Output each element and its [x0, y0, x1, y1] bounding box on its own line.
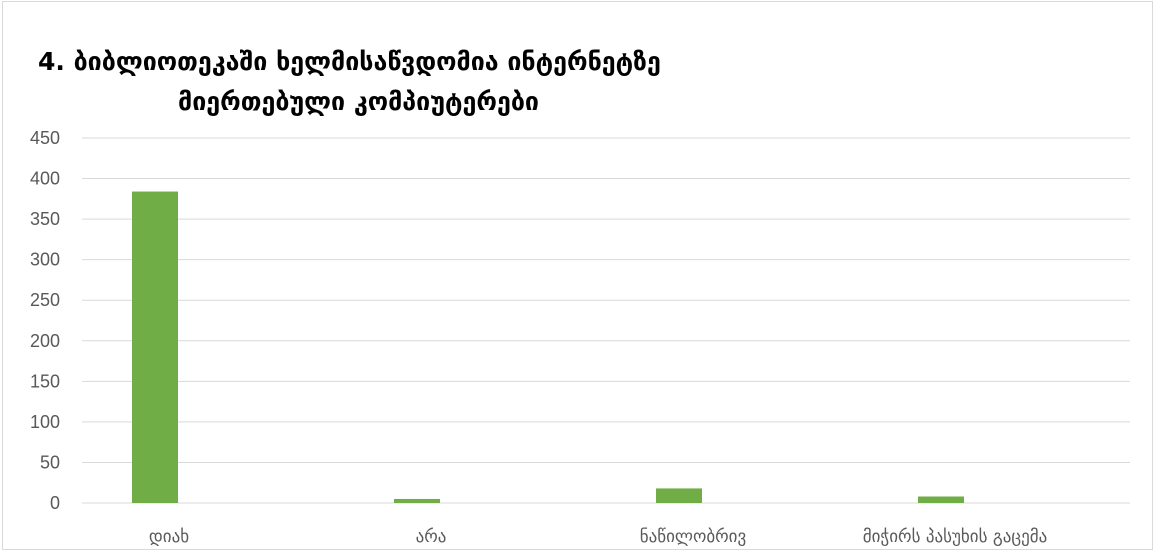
bar: [394, 498, 440, 503]
y-tick-label: 0: [50, 493, 60, 513]
y-tick-label: 100: [30, 412, 60, 432]
x-category-label: არა: [416, 527, 447, 547]
x-category-label: მიჭირს პასუხის გაცემა: [863, 527, 1048, 547]
bar: [132, 191, 178, 504]
chart-title-line1: 4. ბიბლიოთეკაში ხელმისაწვდომია ინტერნეტზ…: [38, 47, 661, 76]
y-tick-label: 350: [30, 209, 60, 229]
chart-title: 4. ბიბლიოთეკაში ხელმისაწვდომია ინტერნეტზ…: [38, 42, 661, 122]
chart-title-line2: მიერთებული კომპიუტერები: [178, 87, 539, 116]
x-category-label: დიახ: [149, 527, 189, 547]
y-tick-label: 50: [40, 452, 60, 472]
bar: [918, 496, 964, 503]
y-tick-label: 250: [30, 290, 60, 310]
x-category-label: ნაწილობრივ: [640, 527, 746, 547]
y-tick-label: 450: [30, 128, 60, 148]
y-tick-label: 400: [30, 169, 60, 189]
y-tick-label: 200: [30, 331, 60, 351]
y-tick-label: 300: [30, 250, 60, 270]
y-tick-label: 150: [30, 371, 60, 391]
bar: [656, 488, 702, 503]
